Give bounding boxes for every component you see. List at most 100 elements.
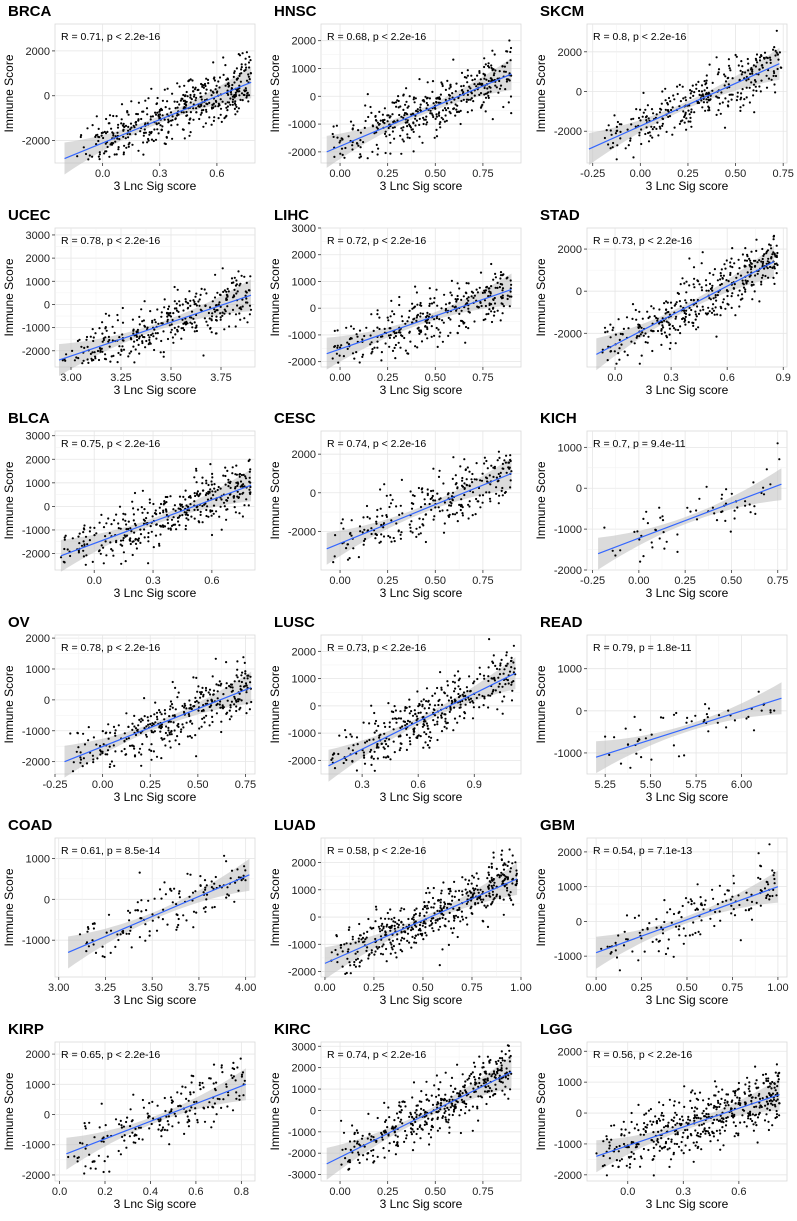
data-point <box>774 54 777 57</box>
data-point <box>400 939 403 942</box>
data-point <box>761 262 764 265</box>
data-point <box>113 331 116 334</box>
data-point <box>94 355 97 358</box>
x-tick-label: 0.00 <box>92 779 113 791</box>
data-point <box>119 353 122 356</box>
data-point <box>75 355 78 359</box>
data-point <box>163 297 166 300</box>
y-tick-label: -1000 <box>554 747 582 759</box>
data-point <box>498 79 501 83</box>
data-point <box>639 728 642 731</box>
data-point <box>744 290 747 293</box>
data-point <box>213 295 217 299</box>
data-point <box>473 478 476 481</box>
data-point <box>117 146 120 149</box>
data-point <box>116 360 119 363</box>
data-point <box>114 728 117 731</box>
data-point <box>767 276 770 279</box>
data-point <box>478 93 481 96</box>
x-tick-label: -0.25 <box>42 779 67 791</box>
data-point <box>685 301 688 304</box>
data-point <box>432 906 435 909</box>
data-point <box>166 100 169 103</box>
data-point <box>215 711 218 714</box>
data-point <box>379 119 382 122</box>
data-point <box>484 317 487 320</box>
y-tick-label: 0 <box>44 894 50 906</box>
data-point <box>110 354 113 357</box>
data-point <box>237 496 240 499</box>
data-point <box>635 108 638 111</box>
data-point <box>157 916 160 919</box>
data-point <box>193 93 196 96</box>
data-point <box>220 720 223 723</box>
y-axis-label: Immune Score <box>534 461 548 539</box>
data-point <box>470 97 473 100</box>
data-point <box>663 319 666 322</box>
data-point <box>443 107 447 110</box>
data-point <box>138 322 141 325</box>
data-point <box>138 335 141 338</box>
data-point <box>703 718 706 721</box>
data-point <box>488 286 491 289</box>
data-point <box>340 147 344 150</box>
data-point <box>186 505 189 508</box>
data-point <box>419 311 422 314</box>
data-point <box>509 891 512 894</box>
data-point <box>388 345 391 348</box>
data-point <box>441 916 444 919</box>
data-point <box>147 97 150 100</box>
data-point <box>182 308 185 312</box>
data-point <box>659 127 662 130</box>
chart-panel-ucec: 3.00 3.25 3.50 3.75 -2000 -1000 0 1000 2000 3000 U… <box>0 204 265 407</box>
data-point <box>369 750 372 753</box>
data-point <box>713 924 716 928</box>
data-point <box>227 894 230 897</box>
data-point <box>485 285 489 288</box>
data-point <box>386 754 389 757</box>
data-point <box>510 899 513 902</box>
data-point <box>335 352 338 355</box>
data-point <box>502 304 505 307</box>
data-point <box>631 950 634 953</box>
data-point <box>237 269 240 272</box>
data-point <box>150 749 153 752</box>
data-point <box>702 101 705 104</box>
data-point <box>449 695 453 699</box>
data-point <box>248 488 251 491</box>
data-point <box>63 536 66 539</box>
data-point <box>109 541 112 544</box>
data-point <box>650 304 653 307</box>
correlation-annotation: R = 0.79, p = 1.8e-11 <box>593 642 692 654</box>
data-point <box>485 312 488 315</box>
data-point <box>693 277 696 280</box>
data-point <box>129 537 132 540</box>
data-point <box>357 556 360 559</box>
data-point <box>494 688 497 691</box>
data-point <box>127 113 130 116</box>
data-point <box>700 285 703 288</box>
data-point <box>479 271 483 274</box>
data-point <box>200 95 203 98</box>
data-point <box>386 923 389 926</box>
data-point <box>157 114 160 117</box>
data-point <box>165 136 168 139</box>
data-point <box>363 940 366 943</box>
data-point <box>104 132 108 135</box>
data-point <box>362 721 365 724</box>
data-point <box>491 689 494 693</box>
data-point <box>703 89 706 92</box>
data-point <box>639 332 642 335</box>
data-point <box>114 135 117 138</box>
data-point <box>376 308 379 311</box>
data-point <box>471 491 475 494</box>
data-point <box>717 71 720 74</box>
data-point <box>657 940 660 943</box>
data-point <box>249 308 253 311</box>
data-point <box>723 126 727 129</box>
data-point <box>226 287 229 290</box>
data-point <box>466 297 469 300</box>
data-point <box>425 686 429 689</box>
data-point <box>436 918 439 921</box>
data-point <box>374 533 377 536</box>
